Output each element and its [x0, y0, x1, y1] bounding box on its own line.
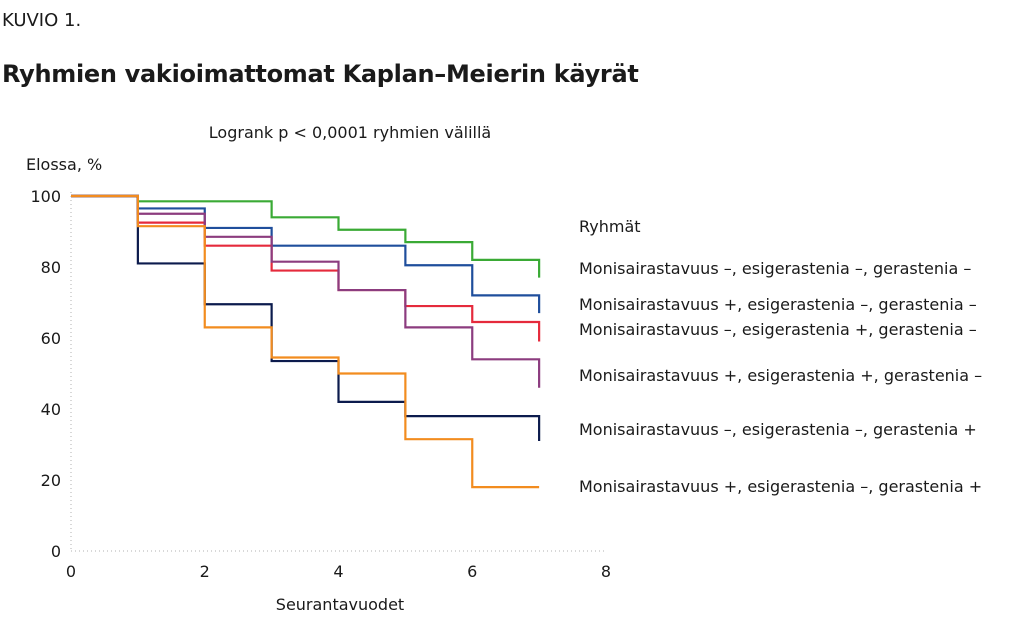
series-layer — [71, 194, 541, 489]
legend-entry-3: Monisairastavuus –, esigerastenia +, ger… — [579, 320, 977, 339]
y-tick-label: 0 — [51, 542, 61, 561]
figure-label: KUVIO 1. — [2, 10, 82, 31]
figure-title: Ryhmien vakioimattomat Kaplan–Meierin kä… — [2, 60, 639, 88]
legend: Monisairastavuus –, esigerastenia –, ger… — [579, 259, 982, 496]
series-line-4 — [71, 194, 541, 388]
legend-entry-1: Monisairastavuus –, esigerastenia –, ger… — [579, 259, 971, 278]
y-tick-label: 80 — [41, 258, 61, 277]
x-tick-label: 0 — [66, 562, 76, 581]
x-tick-label: 6 — [467, 562, 477, 581]
y-tick-label: 20 — [41, 471, 61, 490]
series-line-1 — [71, 194, 541, 278]
legend-entry-5: Monisairastavuus –, esigerastenia –, ger… — [579, 420, 977, 439]
y-tick-label: 60 — [41, 329, 61, 348]
axes: 0 20 40 60 80 100 0 2 4 6 8 — [30, 187, 611, 581]
legend-entry-6: Monisairastavuus +, esigerastenia –, ger… — [579, 477, 982, 496]
series-line-6 — [71, 194, 540, 489]
series-line-5 — [71, 194, 541, 441]
legend-title: Ryhmät — [579, 217, 641, 236]
x-axis-label: Seurantavuodet — [276, 595, 404, 614]
legend-entry-4: Monisairastavuus +, esigerastenia +, ger… — [579, 366, 982, 385]
x-tick-label: 2 — [200, 562, 210, 581]
x-tick-label: 4 — [333, 562, 343, 581]
legend-entry-2: Monisairastavuus +, esigerastenia –, ger… — [579, 295, 977, 314]
chart-subtitle: Logrank p < 0,0001 ryhmien välillä — [209, 123, 491, 142]
series-line-2 — [71, 194, 541, 314]
x-tick-label: 8 — [601, 562, 611, 581]
y-axis-label: Elossa, % — [26, 155, 102, 174]
y-tick-label: 40 — [41, 400, 61, 419]
y-tick-label: 100 — [30, 187, 61, 206]
